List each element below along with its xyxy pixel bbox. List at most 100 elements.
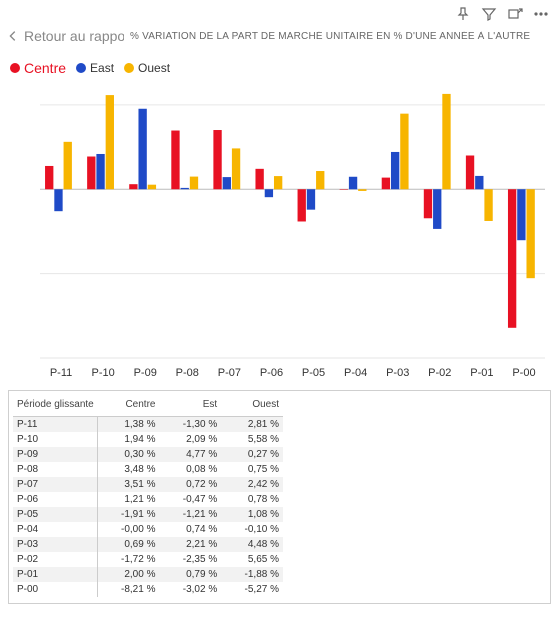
table-row: P-04-0,00 %0,74 %-0,10 % [13,522,283,537]
value-cell: -8,21 % [98,582,160,597]
period-cell: P-00 [13,582,98,597]
value-cell: 3,51 % [98,477,160,492]
value-cell: -1,21 % [159,507,221,522]
value-cell: 0,75 % [221,462,283,477]
svg-text:P-02: P-02 [428,367,451,379]
value-cell: -0,10 % [221,522,283,537]
bar-chart[interactable]: 5,9 %0 %-5 %-10%P-11P-10P-09P-08P-07P-06… [36,82,551,382]
svg-text:P-05: P-05 [302,367,325,379]
table-row: P-012,00 %0,79 %-1,88 % [13,567,283,582]
header: Retour au rapport % VARIATION DE LA PART… [0,26,559,50]
value-cell: 0,72 % [159,477,221,492]
chart-area: 5,9 %0 %-5 %-10%P-11P-10P-09P-08P-07P-06… [0,82,559,382]
pin-icon[interactable] [455,6,471,25]
back-label: Retour au rapport [24,28,124,44]
period-cell: P-08 [13,462,98,477]
table-row: P-090,30 %4,77 %0,27 % [13,447,283,462]
value-cell: 5,65 % [221,552,283,567]
value-cell: 0,27 % [221,447,283,462]
table-row: P-111,38 %-1,30 %2,81 % [13,417,283,433]
value-cell: 4,77 % [159,447,221,462]
legend: Centre East Ouest [0,50,559,82]
period-cell: P-04 [13,522,98,537]
value-cell: 1,94 % [98,432,160,447]
period-cell: P-07 [13,477,98,492]
value-cell: -3,02 % [159,582,221,597]
data-table: Période glissanteCentreEstOuestP-111,38 … [13,393,283,597]
value-cell: -2,35 % [159,552,221,567]
svg-text:P-03: P-03 [386,367,409,379]
data-table-container: Période glissanteCentreEstOuestP-111,38 … [8,390,551,604]
svg-text:P-07: P-07 [218,367,241,379]
value-cell: -1,72 % [98,552,160,567]
value-cell: -1,91 % [98,507,160,522]
value-cell: 0,69 % [98,537,160,552]
legend-label: Ouest [138,61,170,75]
period-cell: P-09 [13,447,98,462]
legend-swatch [10,63,20,73]
filter-icon[interactable] [481,6,497,25]
svg-text:P-00: P-00 [512,367,535,379]
value-cell: 2,09 % [159,432,221,447]
value-cell: 2,00 % [98,567,160,582]
table-row: P-061,21 %-0,47 %0,78 % [13,492,283,507]
value-cell: 0,08 % [159,462,221,477]
svg-text:P-08: P-08 [176,367,199,379]
value-cell: 0,74 % [159,522,221,537]
table-header: Période glissante [13,393,98,417]
legend-item[interactable]: Ouest [124,61,170,75]
chart-title: % VARIATION DE LA PART DE MARCHÉ UNITAIR… [130,31,530,42]
period-cell: P-01 [13,567,98,582]
table-row: P-083,48 %0,08 %0,75 % [13,462,283,477]
value-cell: 4,48 % [221,537,283,552]
value-cell: 2,81 % [221,417,283,433]
back-button[interactable]: Retour au rapport [6,28,124,44]
svg-text:P-10: P-10 [92,367,115,379]
svg-text:P-01: P-01 [470,367,493,379]
legend-item[interactable]: East [76,61,114,75]
period-cell: P-11 [13,417,98,433]
legend-swatch [124,63,134,73]
value-cell: 2,21 % [159,537,221,552]
more-options-icon[interactable] [533,6,549,25]
value-cell: 1,08 % [221,507,283,522]
value-cell: -1,30 % [159,417,221,433]
table-row: P-030,69 %2,21 %4,48 % [13,537,283,552]
focus-mode-icon[interactable] [507,6,523,25]
period-cell: P-10 [13,432,98,447]
table-header: Centre [98,393,160,417]
legend-item[interactable]: Centre [10,60,66,76]
value-cell: -5,27 % [221,582,283,597]
svg-text:P-11: P-11 [50,367,72,379]
table-row: P-00-8,21 %-3,02 %-5,27 % [13,582,283,597]
legend-label: Centre [24,60,66,76]
period-cell: P-06 [13,492,98,507]
svg-text:P-09: P-09 [134,367,157,379]
legend-label: East [90,61,114,75]
value-cell: -0,00 % [98,522,160,537]
table-row: P-101,94 %2,09 %5,58 % [13,432,283,447]
value-cell: -1,88 % [221,567,283,582]
table-row: P-02-1,72 %-2,35 %5,65 % [13,552,283,567]
value-cell: 0,30 % [98,447,160,462]
table-header: Est [159,393,221,417]
value-cell: 3,48 % [98,462,160,477]
value-cell: 0,78 % [221,492,283,507]
legend-swatch [76,63,86,73]
value-cell: 1,38 % [98,417,160,433]
table-header: Ouest [221,393,283,417]
period-cell: P-05 [13,507,98,522]
period-cell: P-02 [13,552,98,567]
value-cell: 1,21 % [98,492,160,507]
table-row: P-05-1,91 %-1,21 %1,08 % [13,507,283,522]
value-cell: 5,58 % [221,432,283,447]
visual-action-bar [0,0,559,26]
value-cell: 2,42 % [221,477,283,492]
period-cell: P-03 [13,537,98,552]
value-cell: -0,47 % [159,492,221,507]
chevron-left-icon [6,29,20,43]
value-cell: 0,79 % [159,567,221,582]
svg-text:P-06: P-06 [260,367,283,379]
table-row: P-073,51 %0,72 %2,42 % [13,477,283,492]
svg-text:P-04: P-04 [344,367,367,379]
